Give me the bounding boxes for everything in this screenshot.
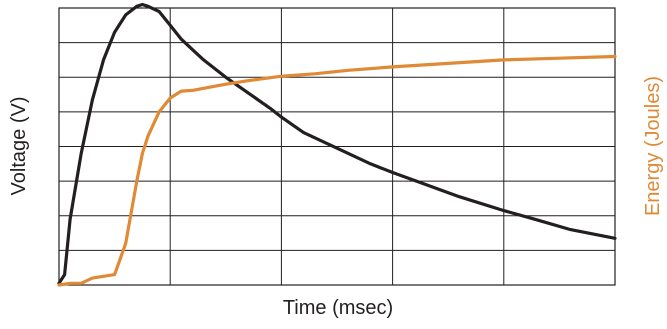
x-axis-label: Time (msec)	[283, 297, 393, 319]
y-axis-label: Voltage (V)	[8, 97, 30, 196]
voltage-series-line	[57, 2, 617, 285]
energy-series-line	[57, 54, 617, 287]
chart-series-group	[57, 2, 617, 287]
y2-axis-label: Energy (Joules)	[642, 76, 664, 216]
